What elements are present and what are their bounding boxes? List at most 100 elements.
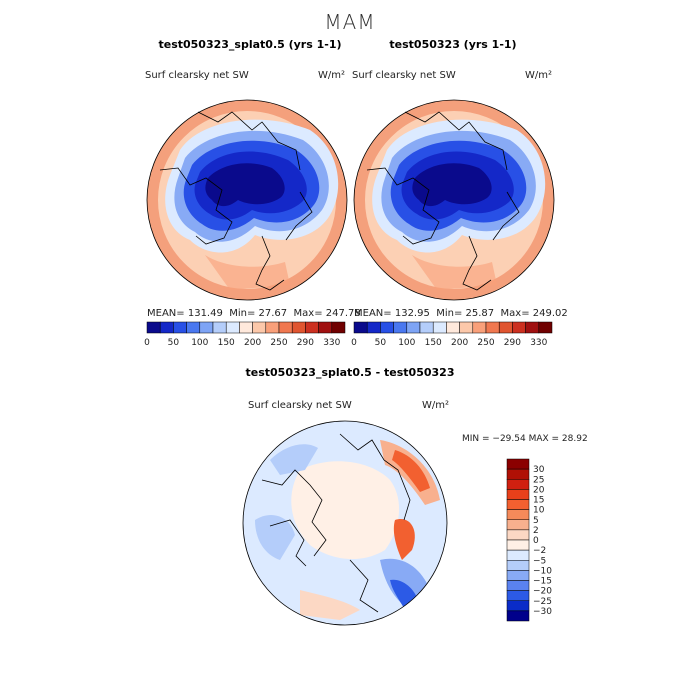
difference-colorbar-swatch: [506, 560, 530, 571]
right-colorbar-swatch: [498, 321, 513, 334]
right-colorbar-tick-label: 100: [398, 338, 415, 348]
left-colorbar-swatch: [278, 321, 293, 334]
left-colorbar-tick-label: 150: [218, 338, 235, 348]
right-colorbar-swatch: [366, 321, 381, 334]
right-colorbar-swatch: [419, 321, 434, 334]
right-colorbar-tick-label: 0: [351, 338, 357, 348]
right-colorbar-swatch: [446, 321, 460, 334]
right-stats: MEAN= 132.95 Min= 25.87 Max= 249.02: [354, 308, 568, 319]
left-max-label: Max=: [293, 308, 323, 319]
difference-colorbar-swatch: [506, 529, 530, 541]
left-colorbar-tick-label: 0: [144, 338, 150, 348]
difference-colorbar-swatch: [506, 509, 530, 520]
difference-colorbar-tick-label: −15: [533, 577, 552, 587]
difference-colorbar-tick-label: 30: [533, 465, 545, 475]
right-mean-value: 132.95: [394, 308, 430, 319]
right-colorbar-tick-label: 330: [530, 338, 547, 348]
difference-colorbar-tick-label: 10: [533, 506, 545, 516]
right-colorbar-swatch: [525, 321, 540, 334]
right-max-label: Max=: [500, 308, 530, 319]
difference-colorbar-tick-label: 15: [533, 496, 544, 506]
right-colorbar-tick-label: 200: [451, 338, 468, 348]
difference-colorbar-tick-label: 25: [533, 475, 544, 485]
difference-colorbar-tick-label: −30: [533, 607, 552, 617]
difference-colorbar-tick-label: 20: [533, 485, 545, 495]
left-colorbar-swatch: [252, 321, 267, 334]
left-colorbar-tick-label: 200: [244, 338, 261, 348]
left-min-label: Min=: [229, 308, 256, 319]
right-colorbar: 0 50 100 150 200 250 290 330: [351, 321, 553, 348]
difference-colorbar-swatch: [506, 519, 530, 531]
left-colorbar-swatch: [146, 321, 161, 334]
right-colorbar-swatch: [406, 321, 421, 334]
left-colorbar-swatch: [159, 321, 174, 334]
difference-polar-map: [242, 420, 448, 626]
difference-colorbar-swatch: [506, 570, 530, 581]
right-colorbar-swatch: [393, 321, 408, 334]
left-colorbar-tick-label: 50: [168, 338, 180, 348]
difference-colorbar-tick-label: 5: [533, 516, 539, 526]
right-colorbar-tick-label: 250: [477, 338, 494, 348]
right-colorbar-tick-label: 150: [425, 338, 442, 348]
right-colorbar-swatch: [459, 321, 474, 334]
right-units-label: W/m²: [525, 70, 553, 81]
difference-colorbar-tick-label: −10: [533, 566, 552, 576]
left-colorbar-swatch: [199, 321, 214, 334]
diff-panel-title: test050323_splat0.5 - test050323: [245, 366, 455, 379]
diff-field-label: Surf clearsky net SW: [248, 400, 352, 411]
left-colorbar-swatch: [212, 321, 227, 334]
left-colorbar-tick-label: 100: [191, 338, 208, 348]
difference-colorbar-swatch: [506, 489, 530, 500]
diff-minmax: MIN = −29.54 MAX = 28.92: [462, 434, 588, 444]
right-colorbar-swatch: [432, 321, 447, 334]
difference-colorbar-swatch: [506, 458, 530, 470]
left-units-label: W/m²: [318, 70, 346, 81]
left-colorbar-swatch: [186, 321, 201, 334]
right-panel-title: test050323 (yrs 1-1): [389, 38, 517, 51]
right-max-value: 249.02: [532, 308, 568, 319]
right-polar-map: [353, 99, 555, 301]
left-min-value: 27.67: [258, 308, 288, 319]
left-mean-label: MEAN=: [147, 308, 185, 319]
difference-colorbar-swatch: [506, 590, 530, 601]
right-colorbar-tick-label: 290: [504, 338, 521, 348]
left-colorbar-swatch: [305, 321, 319, 334]
left-colorbar: 0 50 100 150 200 250 290 330: [144, 321, 346, 348]
left-colorbar-swatch: [331, 321, 346, 334]
difference-colorbar-swatch: [506, 479, 530, 490]
right-min-value: 25.87: [465, 308, 495, 319]
difference-colorbar-swatch: [506, 600, 530, 612]
right-min-label: Min=: [436, 308, 463, 319]
difference-colorbar-tick-label: −20: [533, 587, 552, 597]
left-colorbar-tick-label: 250: [270, 338, 287, 348]
difference-colorbar-swatch: [506, 468, 530, 480]
right-colorbar-swatch: [472, 321, 487, 334]
difference-colorbar-swatch: [506, 580, 530, 591]
right-mean-label: MEAN=: [354, 308, 392, 319]
difference-colorbar-tick-label: 0: [533, 536, 539, 546]
left-colorbar-tick-label: 290: [297, 338, 314, 348]
difference-colorbar-swatch: [506, 610, 530, 622]
difference-colorbar-swatch: [506, 549, 530, 561]
left-max-value: 247.78: [325, 308, 361, 319]
right-field-label: Surf clearsky net SW: [352, 70, 456, 81]
left-polar-map: [146, 99, 348, 301]
left-mean-value: 131.49: [187, 308, 223, 319]
left-colorbar-swatch: [239, 321, 253, 334]
difference-colorbar-swatch: [506, 499, 530, 510]
left-colorbar-swatch: [173, 321, 187, 334]
left-panel-title: test050323_splat0.5 (yrs 1-1): [158, 38, 342, 51]
difference-colorbar-swatch: [506, 539, 530, 551]
season-title: MAM: [324, 10, 376, 34]
right-colorbar-swatch: [380, 321, 394, 334]
left-colorbar-swatch: [265, 321, 280, 334]
left-colorbar-swatch: [225, 321, 240, 334]
left-colorbar-swatch: [318, 321, 333, 334]
right-colorbar-swatch: [512, 321, 526, 334]
left-colorbar-swatch: [291, 321, 306, 334]
left-stats: MEAN= 131.49 Min= 27.67 Max= 247.78: [147, 308, 361, 319]
right-colorbar-swatch: [485, 321, 500, 334]
difference-colorbar-tick-label: −2: [533, 546, 546, 556]
